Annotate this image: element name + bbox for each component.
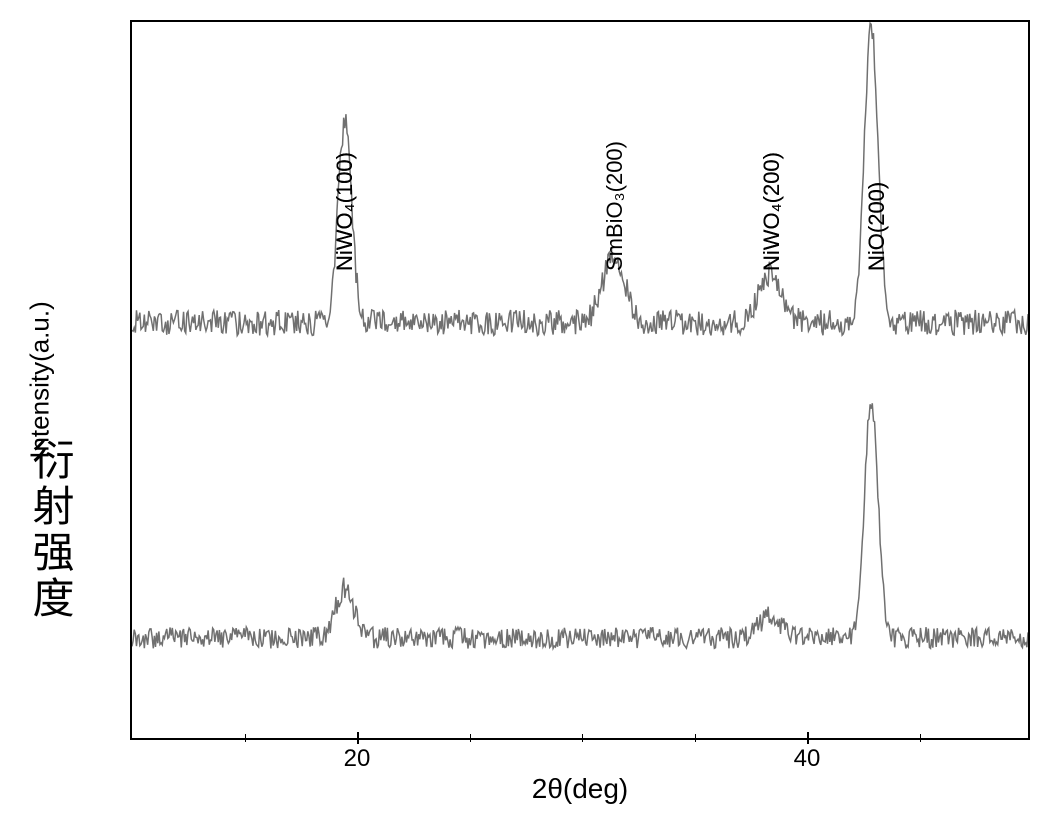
y-axis-label-en: Intensity(a.u.): [25, 301, 56, 459]
x-axis-label: 2θ(deg): [532, 773, 629, 805]
x-tick: [807, 732, 809, 744]
x-tick-minor: [582, 734, 583, 742]
y-axis-label-cn: 衍射强度: [20, 438, 81, 622]
x-tick: [357, 732, 359, 744]
peak-label: NiO(200): [864, 182, 890, 271]
plot-area: 2040 NiWO₄(100)SmBiO₃(200)NiWO₄(200)NiO(…: [130, 20, 1030, 740]
peak-label: NiWO₄(100): [332, 152, 358, 271]
peak-label: NiWO₄(200): [759, 152, 785, 271]
x-tick-minor: [245, 734, 246, 742]
xrd-chart: 2040 NiWO₄(100)SmBiO₃(200)NiWO₄(200)NiO(…: [130, 20, 1030, 740]
x-tick-minor: [920, 734, 921, 742]
x-tick-minor: [695, 734, 696, 742]
peak-label: SmBiO₃(200): [602, 141, 628, 271]
spectrum-lines: [132, 22, 1028, 738]
x-tick-label: 20: [344, 745, 371, 773]
x-tick-label: 40: [794, 745, 821, 773]
x-tick-minor: [470, 734, 471, 742]
